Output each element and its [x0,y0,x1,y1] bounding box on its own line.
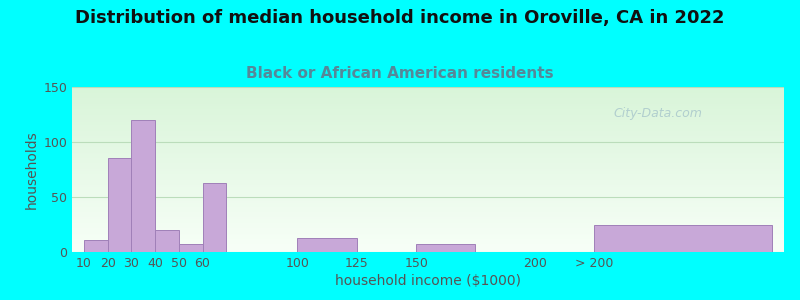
Text: Distribution of median household income in Oroville, CA in 2022: Distribution of median household income … [75,9,725,27]
Bar [594,224,772,252]
Bar [179,244,202,252]
Text: City-Data.com: City-Data.com [613,107,702,120]
Bar [202,183,226,252]
Bar [416,244,475,252]
Bar [298,238,357,252]
Y-axis label: households: households [25,130,39,209]
Bar [155,230,179,252]
X-axis label: household income ($1000): household income ($1000) [335,274,521,288]
Bar [84,240,107,252]
Bar [131,120,155,252]
Bar [107,158,131,252]
Text: Black or African American residents: Black or African American residents [246,66,554,81]
